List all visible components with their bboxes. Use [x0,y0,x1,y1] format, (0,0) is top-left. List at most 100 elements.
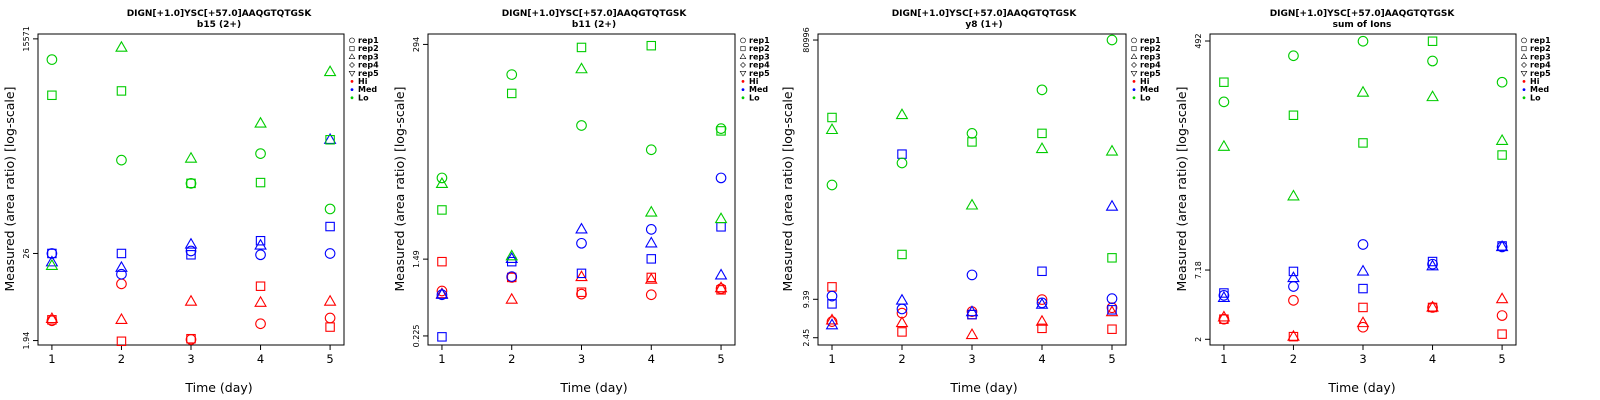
data-point-lo-rep2 [967,137,977,147]
data-point-lo-rep2 [1427,36,1438,46]
data-point-hi-rep2 [116,336,127,347]
data-point-hi-rep1 [1036,294,1048,305]
data-point-hi-rep1 [506,272,518,283]
legend-entry: rep2 [358,44,379,53]
legend-marker-med [1132,88,1136,91]
data-point-lo-rep2 [1497,150,1507,160]
data-point-lo-rep3 [435,176,449,189]
data-point-med-rep2 [47,248,57,259]
data-point-lo-rep1 [826,179,838,191]
legend-entry: rep5 [358,69,379,78]
legend-marker-rep2 [1521,46,1527,52]
data-point-hi-rep3 [1495,292,1509,304]
legend-entry: Hi [1140,77,1150,86]
legend-entry: rep4 [1530,61,1551,70]
data-point-med-rep2 [437,332,447,342]
data-point-lo-rep2 [576,42,587,53]
legend-entry: Lo [358,93,369,102]
data-point-lo-rep3 [184,151,198,163]
x-tick-label: 2 [118,352,125,366]
data-point-lo-rep1 [966,128,978,139]
data-point-lo-rep1 [1357,35,1369,47]
data-point-med-rep3 [825,318,839,330]
data-point-med-rep2 [116,248,127,259]
data-point-med-rep1 [645,224,657,235]
data-point-med-rep3 [115,260,128,272]
data-point-lo-rep3 [45,258,59,270]
legend-entry: rep4 [1140,61,1161,70]
data-point-med-rep1 [255,249,266,261]
data-point-hi-rep3 [965,328,979,340]
legend-marker-med [741,88,745,91]
x-axis-label: Time (day) [949,380,1017,395]
x-tick-label: 1 [1220,352,1227,366]
legend-marker-lo [1522,96,1526,100]
data-point-med-rep2 [506,256,517,267]
data-point-hi-rep3 [45,311,59,324]
data-point-lo-rep3 [895,108,909,120]
y-axis-label: Measured (area ratio) [log-scale] [780,87,795,292]
x-axis-label: Time (day) [1327,380,1395,395]
data-point-hi-rep2 [437,256,447,267]
legend-marker-rep4 [740,62,746,68]
legend-marker [1130,53,1138,59]
legend-marker-rep5 [1130,71,1138,77]
y-tick-label: 1.49 [412,250,421,268]
data-point-lo-rep1 [1427,55,1438,67]
y-tick-label: 294 [412,37,421,52]
legend-marker-rep4 [1521,62,1527,68]
data-point-lo-rep1 [255,148,266,159]
data-point-lo-rep3 [965,198,979,210]
data-point-hi-rep3 [184,294,198,306]
data-point-lo-rep1 [1218,96,1230,108]
data-point-med-rep3 [575,222,588,234]
x-tick-label: 2 [508,352,515,366]
panel-subtitle: sum of Ions [1333,20,1392,30]
data-point-lo-rep1 [645,144,657,156]
x-tick-label: 5 [717,352,724,366]
data-point-hi-rep2 [255,281,266,291]
data-point-lo-rep2 [1219,77,1229,87]
x-tick-label: 1 [48,352,55,366]
legend-entry: rep2 [1140,44,1161,53]
data-point-hi-rep3 [644,272,658,284]
legend-marker-rep3 [348,53,356,59]
data-point-lo-rep3 [1426,90,1439,102]
y-tick-label: 492 [1194,33,1203,48]
data-point-med-rep1 [826,290,838,302]
data-point-med-rep3 [1035,297,1049,309]
data-point-lo-rep3 [1287,189,1300,201]
legend-marker [739,53,747,59]
data-point-med-rep3 [644,236,658,248]
legend-entry: Med [358,85,377,94]
legend-marker [1521,62,1527,68]
legend-marker-rep1 [1131,37,1137,44]
data-point-lo-rep1 [46,54,58,65]
data-point-hi-rep1 [324,312,336,324]
x-tick-label: 1 [828,352,835,366]
legend-marker [1131,46,1137,52]
legend-marker [1521,46,1527,52]
data-point-hi-rep3 [254,295,267,307]
data-point-med-rep3 [184,237,198,249]
y-axis-label: Measured (area ratio) [log-scale] [1174,87,1189,292]
legend-marker-hi [741,80,745,83]
data-point-hi-rep3 [323,294,337,306]
legend-marker [740,62,746,68]
data-point-hi-rep3 [1287,329,1300,341]
data-point-med-rep1 [966,269,978,281]
data-point-lo-rep2 [1107,253,1117,263]
data-point-lo-rep2 [646,40,657,51]
data-point-med-rep3 [714,268,728,280]
data-point-hi-rep1 [826,316,838,327]
legend-marker [348,53,356,59]
data-point-lo-rep2 [325,135,335,145]
panel-title: DIGN[+1.0]YSC[+57.0]AAQGTQTGSK [502,9,688,19]
legend-marker-rep3 [1520,53,1528,59]
legend-marker-rep3 [739,53,747,59]
legend-marker [349,62,355,68]
data-point-lo-rep1 [324,203,336,215]
legend-entry: rep2 [749,44,770,53]
y-tick-label: 1.94 [22,332,31,350]
data-point-hi-rep2 [897,327,907,337]
